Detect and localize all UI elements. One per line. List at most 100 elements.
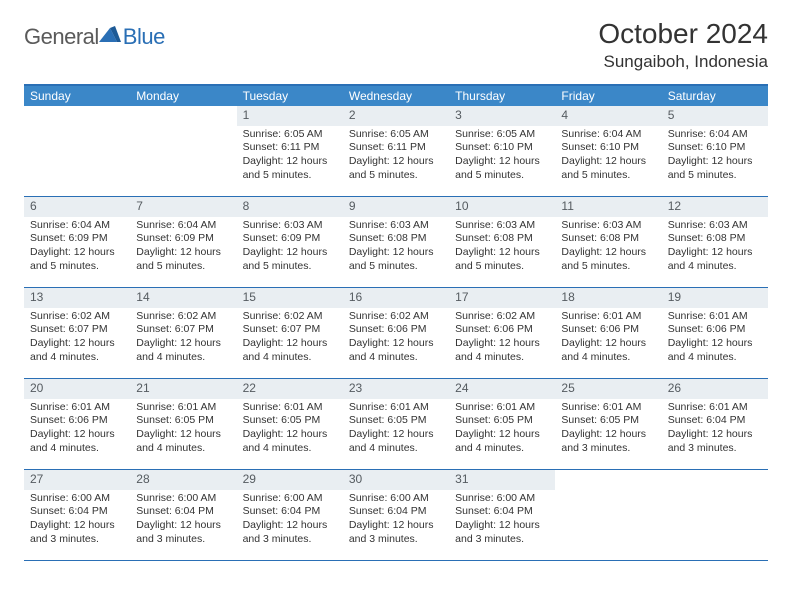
sunrise-text: Sunrise: 6:00 AM xyxy=(30,492,124,506)
day-number: 27 xyxy=(24,470,130,490)
day-number: 15 xyxy=(237,288,343,308)
sunrise-text: Sunrise: 6:00 AM xyxy=(243,492,337,506)
day-number: 10 xyxy=(449,197,555,217)
daylight-text: Daylight: 12 hours and 5 minutes. xyxy=(455,246,549,273)
day-cell xyxy=(555,470,661,560)
day-cell: 6Sunrise: 6:04 AMSunset: 6:09 PMDaylight… xyxy=(24,197,130,287)
sunset-text: Sunset: 6:04 PM xyxy=(668,414,762,428)
sunset-text: Sunset: 6:08 PM xyxy=(455,232,549,246)
calendar-page: General Blue October 2024 Sungaiboh, Ind… xyxy=(0,0,792,561)
sunset-text: Sunset: 6:04 PM xyxy=(455,505,549,519)
sunrise-text: Sunrise: 6:05 AM xyxy=(455,128,549,142)
day-details: Sunrise: 6:02 AMSunset: 6:07 PMDaylight:… xyxy=(237,308,343,369)
daylight-text: Daylight: 12 hours and 4 minutes. xyxy=(349,337,443,364)
logo: General Blue xyxy=(24,18,165,50)
sunset-text: Sunset: 6:09 PM xyxy=(243,232,337,246)
day-cell: 16Sunrise: 6:02 AMSunset: 6:06 PMDayligh… xyxy=(343,288,449,378)
day-cell: 23Sunrise: 6:01 AMSunset: 6:05 PMDayligh… xyxy=(343,379,449,469)
sunset-text: Sunset: 6:05 PM xyxy=(243,414,337,428)
day-details: Sunrise: 6:03 AMSunset: 6:08 PMDaylight:… xyxy=(343,217,449,278)
sunrise-text: Sunrise: 6:02 AM xyxy=(243,310,337,324)
day-cell: 29Sunrise: 6:00 AMSunset: 6:04 PMDayligh… xyxy=(237,470,343,560)
daylight-text: Daylight: 12 hours and 3 minutes. xyxy=(136,519,230,546)
day-details: Sunrise: 6:01 AMSunset: 6:05 PMDaylight:… xyxy=(343,399,449,460)
day-details: Sunrise: 6:02 AMSunset: 6:07 PMDaylight:… xyxy=(130,308,236,369)
sunrise-text: Sunrise: 6:03 AM xyxy=(349,219,443,233)
day-number: 1 xyxy=(237,106,343,126)
sunrise-text: Sunrise: 6:05 AM xyxy=(243,128,337,142)
daylight-text: Daylight: 12 hours and 5 minutes. xyxy=(243,155,337,182)
daylight-text: Daylight: 12 hours and 5 minutes. xyxy=(136,246,230,273)
day-details: Sunrise: 6:05 AMSunset: 6:10 PMDaylight:… xyxy=(449,126,555,187)
day-details: Sunrise: 6:01 AMSunset: 6:05 PMDaylight:… xyxy=(449,399,555,460)
day-cell: 26Sunrise: 6:01 AMSunset: 6:04 PMDayligh… xyxy=(662,379,768,469)
sunrise-text: Sunrise: 6:02 AM xyxy=(136,310,230,324)
day-number: 24 xyxy=(449,379,555,399)
day-cell: 14Sunrise: 6:02 AMSunset: 6:07 PMDayligh… xyxy=(130,288,236,378)
day-details: Sunrise: 6:00 AMSunset: 6:04 PMDaylight:… xyxy=(449,490,555,551)
week-row: 6Sunrise: 6:04 AMSunset: 6:09 PMDaylight… xyxy=(24,197,768,288)
day-number: 23 xyxy=(343,379,449,399)
day-details: Sunrise: 6:01 AMSunset: 6:04 PMDaylight:… xyxy=(662,399,768,460)
sunset-text: Sunset: 6:07 PM xyxy=(243,323,337,337)
sunrise-text: Sunrise: 6:02 AM xyxy=(349,310,443,324)
day-cell xyxy=(24,106,130,196)
sunrise-text: Sunrise: 6:01 AM xyxy=(455,401,549,415)
day-details: Sunrise: 6:03 AMSunset: 6:08 PMDaylight:… xyxy=(662,217,768,278)
daylight-text: Daylight: 12 hours and 4 minutes. xyxy=(30,428,124,455)
day-number: 9 xyxy=(343,197,449,217)
day-number: 4 xyxy=(555,106,661,126)
sunset-text: Sunset: 6:04 PM xyxy=(136,505,230,519)
day-cell: 4Sunrise: 6:04 AMSunset: 6:10 PMDaylight… xyxy=(555,106,661,196)
day-cell: 30Sunrise: 6:00 AMSunset: 6:04 PMDayligh… xyxy=(343,470,449,560)
day-details: Sunrise: 6:04 AMSunset: 6:10 PMDaylight:… xyxy=(555,126,661,187)
day-number: 20 xyxy=(24,379,130,399)
daylight-text: Daylight: 12 hours and 4 minutes. xyxy=(30,337,124,364)
daylight-text: Daylight: 12 hours and 4 minutes. xyxy=(455,337,549,364)
day-number: 25 xyxy=(555,379,661,399)
month-title: October 2024 xyxy=(598,18,768,50)
sunrise-text: Sunrise: 6:01 AM xyxy=(561,401,655,415)
day-cell: 8Sunrise: 6:03 AMSunset: 6:09 PMDaylight… xyxy=(237,197,343,287)
sunset-text: Sunset: 6:10 PM xyxy=(668,141,762,155)
day-number: 3 xyxy=(449,106,555,126)
day-number: 21 xyxy=(130,379,236,399)
daylight-text: Daylight: 12 hours and 5 minutes. xyxy=(243,246,337,273)
day-number: 29 xyxy=(237,470,343,490)
day-number: 16 xyxy=(343,288,449,308)
day-cell xyxy=(662,470,768,560)
day-details: Sunrise: 6:00 AMSunset: 6:04 PMDaylight:… xyxy=(24,490,130,551)
logo-triangle-icon xyxy=(99,26,121,42)
sunrise-text: Sunrise: 6:02 AM xyxy=(455,310,549,324)
week-row: 13Sunrise: 6:02 AMSunset: 6:07 PMDayligh… xyxy=(24,288,768,379)
calendar-grid: Sunday Monday Tuesday Wednesday Thursday… xyxy=(24,84,768,561)
day-details: Sunrise: 6:01 AMSunset: 6:05 PMDaylight:… xyxy=(130,399,236,460)
day-number: 13 xyxy=(24,288,130,308)
sunset-text: Sunset: 6:10 PM xyxy=(455,141,549,155)
daylight-text: Daylight: 12 hours and 3 minutes. xyxy=(561,428,655,455)
day-cell: 11Sunrise: 6:03 AMSunset: 6:08 PMDayligh… xyxy=(555,197,661,287)
day-details: Sunrise: 6:01 AMSunset: 6:05 PMDaylight:… xyxy=(555,399,661,460)
sunrise-text: Sunrise: 6:03 AM xyxy=(243,219,337,233)
sunrise-text: Sunrise: 6:04 AM xyxy=(136,219,230,233)
day-details: Sunrise: 6:00 AMSunset: 6:04 PMDaylight:… xyxy=(343,490,449,551)
day-number: 31 xyxy=(449,470,555,490)
weekday-label: Sunday xyxy=(24,86,130,106)
daylight-text: Daylight: 12 hours and 5 minutes. xyxy=(30,246,124,273)
sunset-text: Sunset: 6:10 PM xyxy=(561,141,655,155)
day-number: 19 xyxy=(662,288,768,308)
day-number: 5 xyxy=(662,106,768,126)
daylight-text: Daylight: 12 hours and 3 minutes. xyxy=(455,519,549,546)
logo-text-right: Blue xyxy=(123,24,165,50)
weekday-label: Thursday xyxy=(449,86,555,106)
sunrise-text: Sunrise: 6:01 AM xyxy=(668,401,762,415)
sunset-text: Sunset: 6:09 PM xyxy=(30,232,124,246)
day-cell: 9Sunrise: 6:03 AMSunset: 6:08 PMDaylight… xyxy=(343,197,449,287)
day-number: 7 xyxy=(130,197,236,217)
sunrise-text: Sunrise: 6:01 AM xyxy=(561,310,655,324)
day-cell: 15Sunrise: 6:02 AMSunset: 6:07 PMDayligh… xyxy=(237,288,343,378)
day-number: 2 xyxy=(343,106,449,126)
day-number: 14 xyxy=(130,288,236,308)
day-cell: 2Sunrise: 6:05 AMSunset: 6:11 PMDaylight… xyxy=(343,106,449,196)
weekday-header-row: Sunday Monday Tuesday Wednesday Thursday… xyxy=(24,86,768,106)
